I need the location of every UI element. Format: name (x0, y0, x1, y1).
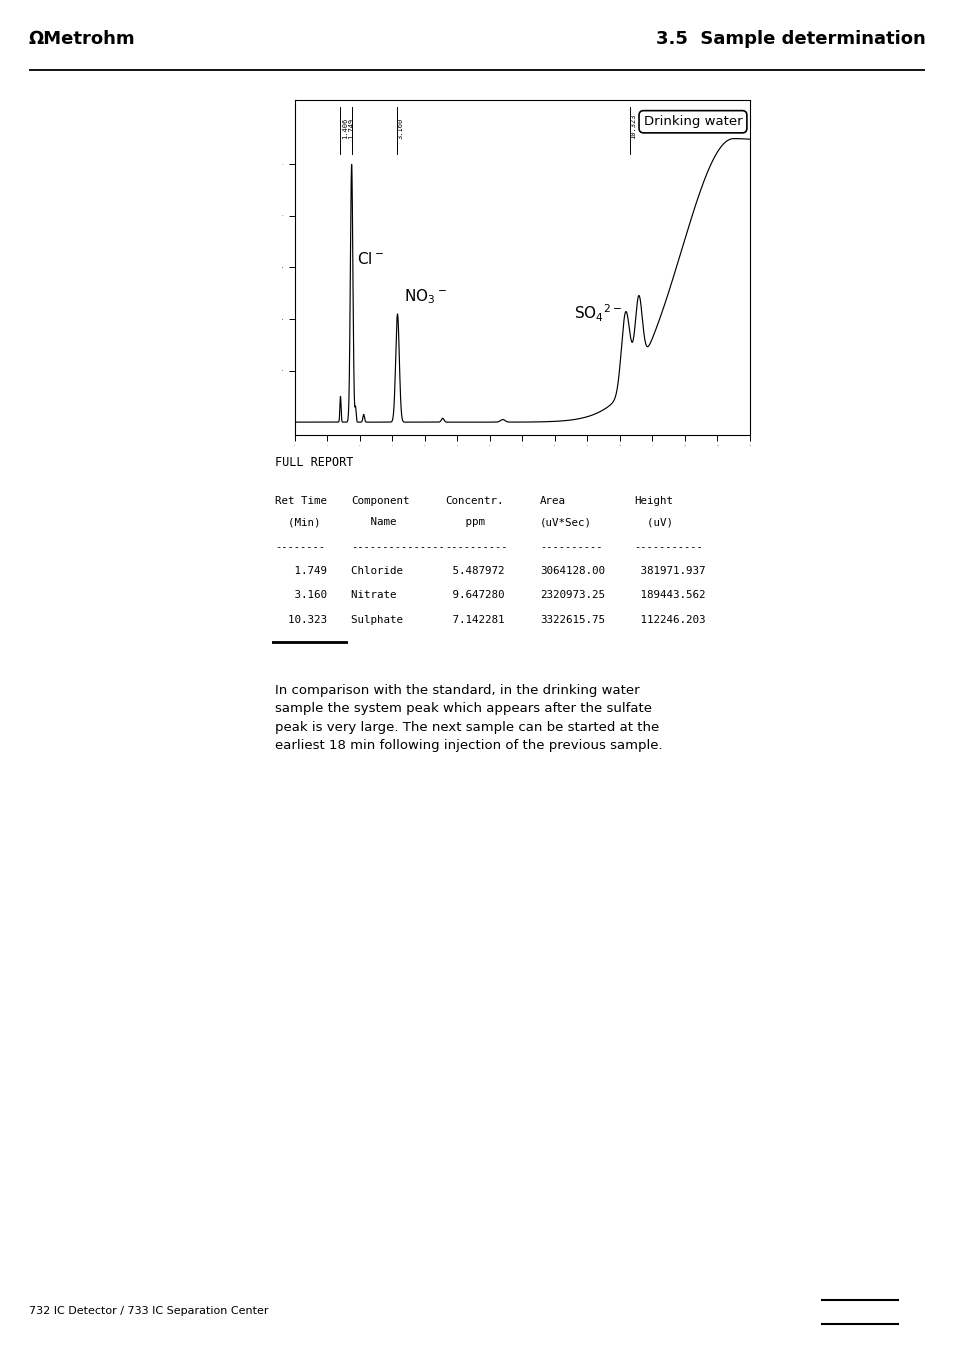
Text: (uV): (uV) (633, 517, 672, 527)
Text: 3322615.75: 3322615.75 (539, 615, 604, 626)
Text: 3.160: 3.160 (397, 118, 403, 139)
Text: ----------: ---------- (539, 542, 601, 553)
Text: 189443.562: 189443.562 (633, 590, 704, 600)
Text: Drinking water: Drinking water (643, 115, 741, 128)
Text: 1.406
1.749: 1.406 1.749 (341, 118, 355, 139)
Text: 3064128.00: 3064128.00 (539, 566, 604, 576)
Text: ----------: ---------- (445, 542, 508, 553)
Text: 381971.937: 381971.937 (633, 566, 704, 576)
Text: Name: Name (351, 517, 396, 527)
Text: 10.323: 10.323 (274, 615, 327, 626)
Text: Height: Height (633, 496, 672, 507)
Text: 7.142281: 7.142281 (445, 615, 503, 626)
Text: 10.323: 10.323 (630, 113, 636, 139)
Text: Nitrate: Nitrate (351, 590, 436, 600)
Text: SO$_4$$^{2-}$: SO$_4$$^{2-}$ (574, 303, 621, 324)
Text: ---------------: --------------- (351, 542, 445, 553)
Text: Concentr.: Concentr. (445, 496, 503, 507)
Text: (uV*Sec): (uV*Sec) (539, 517, 591, 527)
Text: 9.647280: 9.647280 (445, 590, 503, 600)
Text: Area: Area (539, 496, 565, 507)
Text: FULL REPORT: FULL REPORT (274, 457, 354, 469)
Text: (Min): (Min) (274, 517, 320, 527)
Text: 1.749: 1.749 (274, 566, 327, 576)
Text: ppm: ppm (445, 517, 484, 527)
Text: Sulphate: Sulphate (351, 615, 436, 626)
Text: ΩMetrohm: ΩMetrohm (29, 30, 135, 49)
Text: 5.487972: 5.487972 (445, 566, 503, 576)
Text: 112246.203: 112246.203 (633, 615, 704, 626)
Text: Chloride: Chloride (351, 566, 436, 576)
Text: NO$_3$$^-$: NO$_3$$^-$ (403, 288, 446, 307)
Text: -----------: ----------- (633, 542, 702, 553)
Text: 3.160: 3.160 (274, 590, 327, 600)
Text: Component: Component (351, 496, 410, 507)
Text: Ret Time: Ret Time (274, 496, 327, 507)
Text: 732 IC Detector / 733 IC Separation Center: 732 IC Detector / 733 IC Separation Cent… (29, 1306, 268, 1316)
Text: Cl$^-$: Cl$^-$ (356, 251, 383, 267)
Text: 2320973.25: 2320973.25 (539, 590, 604, 600)
Text: --------: -------- (274, 542, 325, 553)
Text: In comparison with the standard, in the drinking water
sample the system peak wh: In comparison with the standard, in the … (274, 684, 662, 753)
Text: 3.5  Sample determination: 3.5 Sample determination (655, 30, 924, 49)
